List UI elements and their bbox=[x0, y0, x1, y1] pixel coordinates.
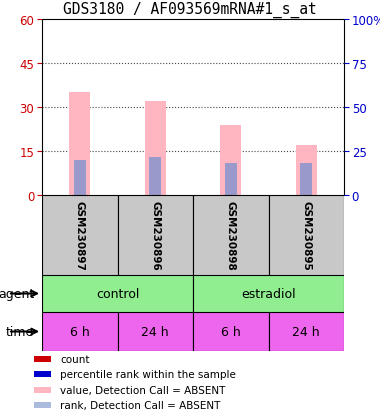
Text: percentile rank within the sample: percentile rank within the sample bbox=[60, 369, 236, 379]
Bar bbox=[269, 312, 344, 351]
Bar bbox=[42, 195, 117, 275]
Text: control: control bbox=[96, 287, 139, 300]
Bar bbox=[74, 160, 86, 195]
Bar bbox=[35, 372, 51, 377]
Bar bbox=[42, 275, 193, 312]
Bar bbox=[42, 312, 117, 351]
Bar bbox=[225, 163, 237, 195]
Bar bbox=[269, 195, 344, 275]
Text: GSM230895: GSM230895 bbox=[301, 201, 311, 270]
Text: count: count bbox=[60, 354, 90, 364]
Text: GSM230897: GSM230897 bbox=[75, 201, 85, 270]
Text: 6 h: 6 h bbox=[70, 325, 90, 338]
Text: time: time bbox=[6, 325, 35, 338]
Text: rank, Detection Call = ABSENT: rank, Detection Call = ABSENT bbox=[60, 400, 221, 410]
Bar bbox=[193, 312, 269, 351]
Text: GSM230898: GSM230898 bbox=[226, 201, 236, 270]
Bar bbox=[35, 387, 51, 393]
Bar bbox=[117, 312, 193, 351]
Bar bbox=[301, 163, 312, 195]
Bar bbox=[117, 195, 193, 275]
Bar bbox=[149, 157, 161, 195]
Bar bbox=[296, 146, 317, 195]
Text: estradiol: estradiol bbox=[241, 287, 296, 300]
Bar bbox=[35, 356, 51, 362]
Text: agent: agent bbox=[0, 287, 35, 300]
Text: GDS3180 / AF093569mRNA#1_s_at: GDS3180 / AF093569mRNA#1_s_at bbox=[63, 2, 317, 18]
Bar bbox=[35, 403, 51, 408]
Text: value, Detection Call = ABSENT: value, Detection Call = ABSENT bbox=[60, 385, 226, 395]
Text: 24 h: 24 h bbox=[293, 325, 320, 338]
Bar bbox=[69, 93, 90, 195]
Text: 6 h: 6 h bbox=[221, 325, 241, 338]
Bar bbox=[193, 275, 344, 312]
Bar bbox=[145, 102, 166, 195]
Text: 24 h: 24 h bbox=[141, 325, 169, 338]
Bar bbox=[220, 125, 241, 195]
Bar bbox=[193, 195, 269, 275]
Text: GSM230896: GSM230896 bbox=[150, 201, 160, 270]
